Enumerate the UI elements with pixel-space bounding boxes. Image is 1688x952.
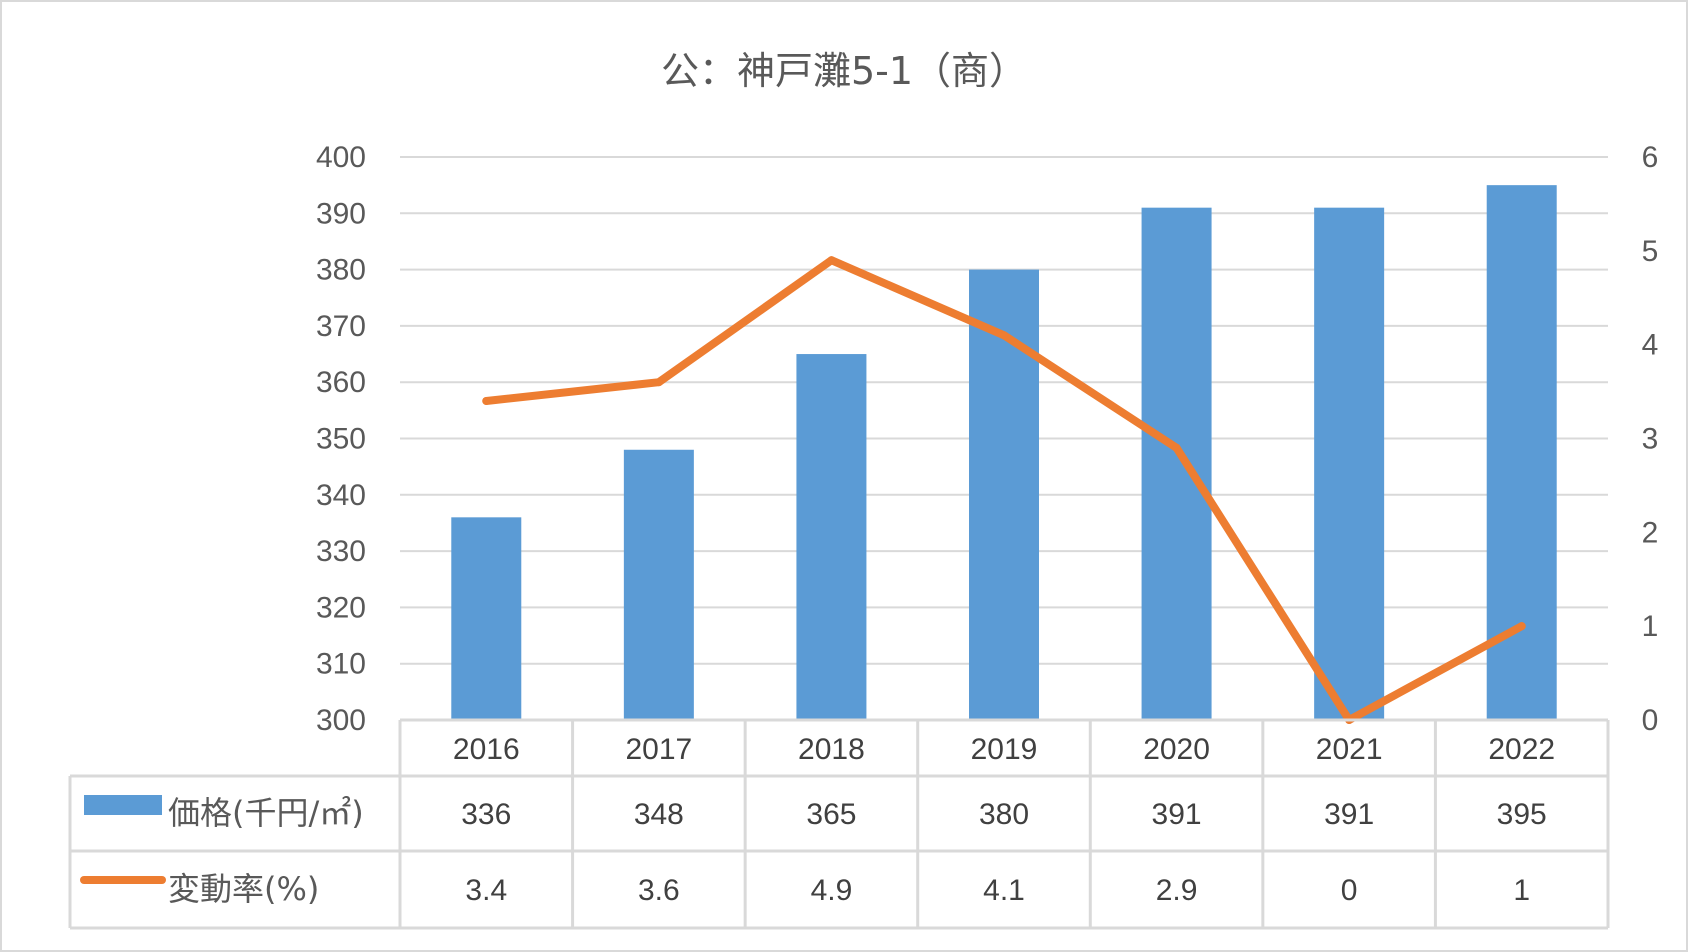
data-label: 4.9 [811,874,853,907]
y-tick-label: 330 [316,535,366,568]
y2-tick-label: 2 [1642,516,1659,549]
data-label: 1 [1513,874,1530,907]
x-category-label: 2017 [625,733,692,766]
data-label: 336 [461,798,511,831]
y-tick-label: 370 [316,310,366,343]
data-label: 380 [979,798,1029,831]
y-tick-label: 400 [316,141,366,174]
bar-series [451,185,1557,721]
line-point [827,256,836,265]
line-point [1517,622,1526,631]
data-label: 395 [1497,798,1547,831]
bar [1314,207,1385,721]
x-category-label: 2021 [1316,733,1383,766]
x-category-label: 2016 [453,733,520,766]
y-tick-label: 350 [316,423,366,456]
y2-tick-label: 1 [1642,610,1659,643]
bar [623,449,694,720]
line-point [482,396,491,405]
series-name: 価格(千円/㎡) [168,794,364,832]
legend-key-bar [84,795,162,815]
data-label: 365 [806,798,856,831]
line-point [1172,443,1181,452]
bar [1486,185,1557,720]
bar [1141,207,1212,721]
series-name: 変動率(%) [168,870,319,908]
data-label: 2.9 [1156,874,1198,907]
y-tick-label: 390 [316,197,366,230]
y-tick-label: 340 [316,479,366,512]
data-label: 3.6 [638,874,680,907]
y2-tick-label: 0 [1642,704,1659,737]
gridlines [400,156,1608,665]
bar [969,269,1039,720]
x-category-label: 2018 [798,733,865,766]
data-label: 348 [634,798,684,831]
axis-labels: 300 310 320 330 340 350 360 370 380 390 400 0 1 2 3 4 5 6 [316,141,1658,737]
bar [451,517,522,720]
y-tick-label: 380 [316,254,366,287]
y-tick-label: 320 [316,591,366,624]
y-tick-label: 300 [316,704,366,737]
data-label: 3.4 [465,874,507,907]
x-category-label: 2022 [1488,733,1555,766]
data-label: 4.1 [983,874,1025,907]
data-label: 391 [1324,798,1374,831]
data-table: 2016 2017 2018 2019 2020 2021 2022 価格(千円/㎡) 336 3… [68,718,1610,930]
y2-tick-label: 3 [1642,423,1659,456]
y2-tick-label: 5 [1642,235,1659,268]
line-point [654,378,663,387]
chart-title: 公：神戸灘5-1（商） [661,49,1027,93]
x-category-label: 2020 [1143,733,1210,766]
y2-tick-label: 4 [1642,329,1659,362]
x-category-label: 2019 [971,733,1038,766]
line-point [1000,331,1008,340]
y-tick-label: 310 [316,648,366,681]
data-label: 391 [1152,798,1202,831]
bar [796,354,867,720]
y2-tick-label: 6 [1642,141,1659,174]
data-label: 0 [1341,874,1358,907]
y-tick-label: 360 [316,366,366,399]
